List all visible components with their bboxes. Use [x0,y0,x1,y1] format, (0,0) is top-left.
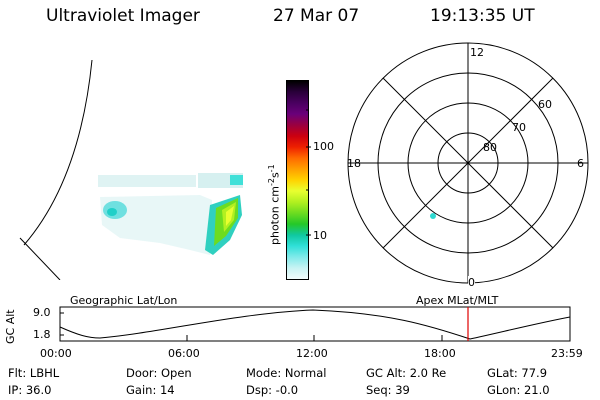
mlt-label-6: 6 [577,157,584,170]
lat-label-70: 70 [512,121,526,134]
uv-emission-image [98,173,243,255]
polar-emission-spot [430,213,436,219]
colorbar-tick-10: 10 [313,229,327,242]
seq-info: Seq: 39 [366,383,410,397]
date-label: 27 Mar 07 [273,6,360,26]
colorbar-ticks [306,109,311,236]
lat-label-60: 60 [538,98,552,111]
mlt-label-0: 0 [468,276,475,289]
geographic-image-panel [19,59,243,280]
altitude-timeline-plot [59,306,571,342]
glat-info: GLat: 77.9 [487,366,548,380]
earth-limb-curve [23,59,93,246]
mode-info: Mode: Normal [246,366,327,380]
door-info: Door: Open [126,366,192,380]
x-tick-0000: 00:00 [40,347,72,360]
timeline-left-label: Geographic Lat/Lon [70,294,178,307]
y-tick-9: 9.0 [33,306,51,319]
x-tick-1800: 18:00 [424,347,456,360]
mlt-label-18: 18 [347,157,361,170]
timeline-y-axis-label: GC Alt [4,309,17,344]
timeline-right-label: Apex MLat/MLT [416,294,499,307]
x-tick-1200: 12:00 [296,347,328,360]
filter-info: Flt: LBHL [8,366,60,380]
lat-label-80: 80 [483,141,497,154]
dsp-info: Dsp: -0.0 [246,383,299,397]
altitude-curve [59,309,571,340]
gc-alt-info: GC Alt: 2.0 Re [366,366,447,380]
y-tick-1.8: 1.8 [33,328,51,341]
colorbar-gradient [287,81,308,279]
mlt-label-12: 12 [470,46,484,59]
intensity-colorbar [286,80,309,280]
glon-info: GLon: 21.0 [487,383,550,397]
x-tick-2359: 23:59 [551,347,583,360]
instrument-title: Ultraviolet Imager [46,6,200,26]
timeline-frame [59,306,571,342]
colorbar-tick-100: 100 [313,140,334,153]
polar-mlt-plot [347,42,589,284]
limb-tick-line [19,237,61,280]
gain-info: Gain: 14 [126,383,175,397]
colorbar-unit-label: photon cm-2s-1 [267,164,282,245]
ip-info: IP: 36.0 [8,383,52,397]
x-tick-0600: 06:00 [168,347,200,360]
time-label: 19:13:35 UT [430,6,535,26]
polar-axis-diag-2 [382,77,554,249]
